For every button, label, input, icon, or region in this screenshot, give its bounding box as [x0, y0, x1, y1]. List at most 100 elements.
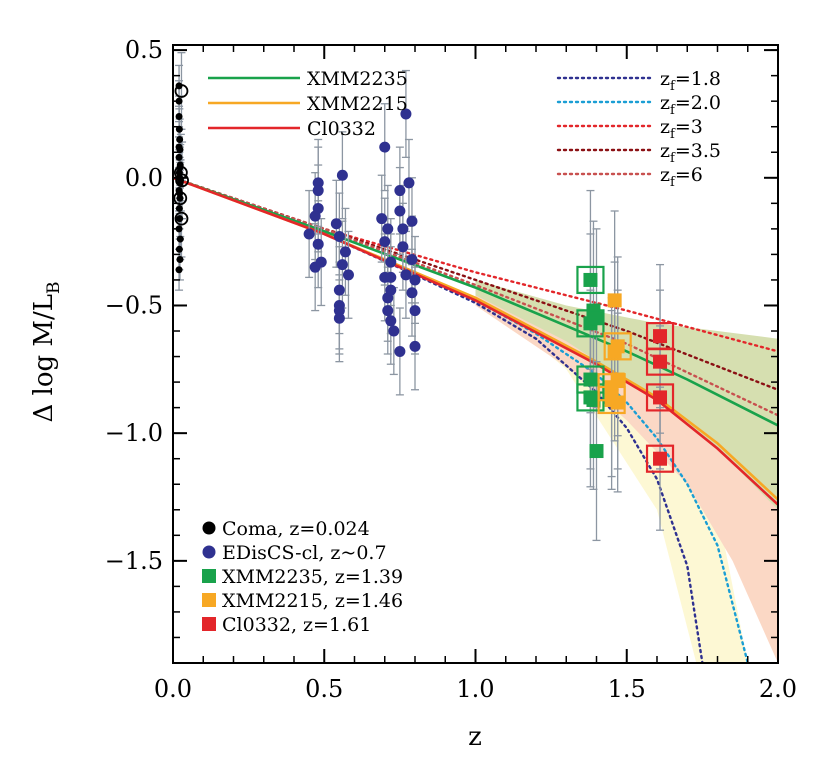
legend-track-value: =1.8: [675, 68, 721, 90]
point-ediscs-cl: [333, 312, 345, 324]
point-ediscs-cl: [382, 305, 394, 317]
formation-track-3: [173, 176, 778, 391]
point-ediscs-cl: [385, 284, 397, 296]
point-xmm2235: [586, 392, 601, 407]
point-coma: [175, 113, 183, 121]
formation-track-4: [173, 176, 778, 417]
point-coma: [175, 125, 183, 133]
legend-track-label-4: zf=6: [660, 164, 703, 190]
legend-marker-square: [202, 593, 216, 607]
point-ediscs-cl: [333, 305, 345, 317]
point-coma: [175, 153, 183, 161]
point-ediscs-cl: [382, 223, 394, 235]
y-axis-title-sub: B: [44, 281, 64, 294]
point-ediscs-cl: [394, 185, 406, 197]
point-ediscs-cl: [333, 284, 345, 296]
point-ediscs-cl: [406, 287, 418, 299]
point-ediscs-cl: [339, 246, 351, 258]
point-ediscs-cl: [376, 213, 388, 225]
x-tick-label: 1.0: [456, 675, 494, 703]
point-coma: [175, 204, 183, 212]
point-xmm2235: [589, 311, 604, 326]
model-line-xmm2235: [173, 176, 778, 427]
point-xmm2215-box: [603, 332, 632, 361]
legend-marker-dot: [202, 545, 216, 559]
y-tick-label: 0.0: [125, 164, 163, 192]
point-ediscs-cl: [409, 340, 421, 352]
legend-track-value: =2.0: [675, 92, 721, 114]
point-ediscs-cl: [403, 177, 415, 189]
point-ediscs-cl: [312, 177, 324, 189]
point-coma: [176, 194, 184, 202]
point-ediscs-cl: [406, 215, 418, 227]
x-tick-label: 1.5: [608, 675, 646, 703]
legend-marker-square: [202, 569, 216, 583]
point-cl0332: [653, 390, 668, 405]
point-coma-open: [175, 173, 189, 188]
point-ediscs-cl: [394, 345, 406, 357]
legend-track-z: z: [660, 164, 670, 186]
point-ediscs-cl: [312, 238, 324, 250]
legend-label-xmm2235: XMM2235: [307, 68, 408, 90]
point-coma: [176, 256, 184, 264]
point-xmm2215: [610, 372, 625, 387]
legend-track-label-2: zf=3: [660, 116, 703, 142]
point-ediscs-cl: [303, 228, 315, 240]
point-coma-open: [174, 211, 189, 226]
uncertainty-bands: [475, 279, 778, 663]
legend-label-xmm2215: XMM2215: [307, 93, 408, 115]
legend-track-z: z: [660, 140, 670, 162]
point-ediscs-cl: [385, 256, 397, 268]
point-ediscs-cl: [336, 259, 348, 271]
point-coma: [175, 245, 183, 253]
legend-track-sub: f: [670, 151, 676, 166]
point-coma: [176, 215, 184, 223]
legend-track-sub: f: [670, 103, 676, 118]
point-ediscs-cl: [409, 305, 421, 317]
point-ediscs-cl: [312, 185, 324, 197]
point-coma: [175, 266, 183, 274]
point-coma-open: [173, 191, 188, 206]
legend-label: XMM2215, z=1.46: [222, 590, 403, 612]
data-points: [173, 82, 675, 473]
point-ediscs-cl: [388, 325, 400, 337]
point-ediscs-cl: [406, 254, 418, 266]
point-ediscs-cl: [336, 169, 348, 181]
point-ediscs-cl: [315, 256, 327, 268]
legend-track-value: =3.5: [675, 140, 721, 162]
legend-label-cl0332: Cl0332: [307, 118, 376, 140]
point-cl0332: [653, 354, 668, 369]
legend-track-z: z: [660, 68, 670, 90]
point-ediscs-cl: [309, 210, 321, 222]
band-0: [475, 292, 748, 663]
legend-track-sub: f: [670, 127, 676, 142]
legend-label: Cl0332, z=1.61: [222, 614, 371, 636]
legend-track-label-1: zf=2.0: [660, 92, 721, 118]
point-coma-open: [174, 84, 189, 98]
legend-label: Coma, z=0.024: [222, 518, 370, 540]
legend-track-sub: f: [670, 175, 676, 190]
point-ediscs-cl: [409, 274, 421, 286]
point-cl0332: [653, 329, 668, 344]
x-tick-label: 0.5: [305, 675, 343, 703]
x-tick-label: 2.0: [759, 675, 797, 703]
legend-top-left: XMM2235 XMM2215 Cl0332: [208, 68, 408, 140]
point-xmm2215: [610, 339, 625, 354]
y-axis-title-main: Δ log M/L: [29, 294, 59, 423]
point-ediscs-cl: [394, 205, 406, 217]
point-xmm2215: [607, 293, 622, 308]
point-ediscs-cl: [385, 315, 397, 327]
point-cl0332-box: [645, 347, 675, 376]
point-ediscs-cl: [400, 108, 412, 120]
point-xmm2235: [583, 372, 598, 387]
legend-label: XMM2235, z=1.39: [222, 566, 403, 588]
legend-marker-square: [202, 617, 216, 631]
point-cl0332-box: [645, 383, 675, 412]
point-coma: [176, 135, 184, 143]
y-axis-title: Δ log M/LB: [29, 281, 64, 422]
point-ediscs-cl: [333, 231, 345, 243]
legend-track-label-3: zf=3.5: [660, 140, 721, 166]
point-xmm2215: [610, 395, 625, 410]
